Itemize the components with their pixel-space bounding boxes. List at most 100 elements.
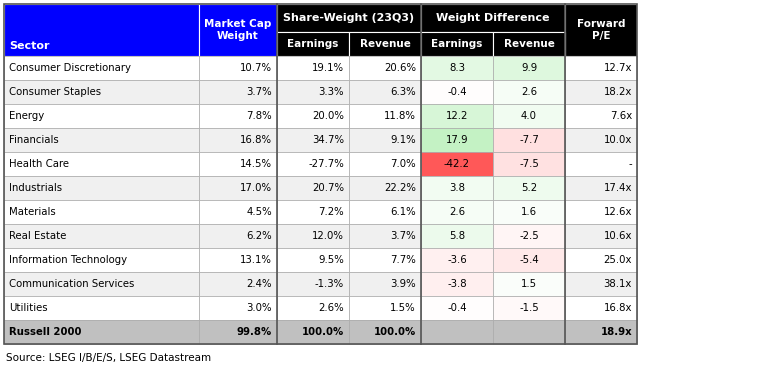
Bar [421,176,493,200]
Text: -3.6: -3.6 [447,255,467,265]
Bar [199,128,277,152]
Text: -1.3%: -1.3% [315,279,344,289]
Bar [565,272,637,296]
Bar [199,176,277,200]
Text: 10.7%: 10.7% [240,63,272,73]
Bar [349,152,421,176]
Bar [4,80,199,104]
Bar [349,56,421,80]
Text: Revenue: Revenue [360,39,410,49]
Bar [277,4,421,32]
Text: 11.8%: 11.8% [384,111,416,121]
Text: Weight Difference: Weight Difference [436,13,550,23]
Bar [4,176,199,200]
Bar [199,224,277,248]
Text: 7.2%: 7.2% [318,207,344,217]
Bar [4,152,199,176]
Bar [199,4,277,56]
Text: 2.6: 2.6 [521,87,537,97]
Bar [493,296,565,320]
Text: 3.3%: 3.3% [318,87,344,97]
Bar [4,320,199,344]
Text: 3.9%: 3.9% [390,279,416,289]
Text: 7.7%: 7.7% [390,255,416,265]
Text: 4.5%: 4.5% [246,207,272,217]
Text: -: - [628,159,632,169]
Bar [421,248,493,272]
Bar [493,56,565,80]
Bar [565,104,637,128]
Text: Materials: Materials [9,207,56,217]
Bar [4,200,199,224]
Text: 7.0%: 7.0% [390,159,416,169]
Text: 99.8%: 99.8% [237,327,272,337]
Bar [4,128,199,152]
Text: 1.5: 1.5 [521,279,537,289]
Text: 2.6: 2.6 [449,207,465,217]
Bar [493,248,565,272]
Text: Communication Services: Communication Services [9,279,134,289]
Text: 8.3: 8.3 [449,63,465,73]
Bar [277,32,349,56]
Bar [349,104,421,128]
Text: 12.0%: 12.0% [312,231,344,241]
Bar [277,152,349,176]
Text: -0.4: -0.4 [447,303,467,313]
Text: 3.0%: 3.0% [246,303,272,313]
Bar [277,224,349,248]
Text: Health Care: Health Care [9,159,69,169]
Bar [277,200,349,224]
Text: 6.1%: 6.1% [390,207,416,217]
Text: 2.4%: 2.4% [246,279,272,289]
Text: 7.6x: 7.6x [610,111,632,121]
Bar [277,296,349,320]
Bar [199,296,277,320]
Bar [421,272,493,296]
Text: 38.1x: 38.1x [604,279,632,289]
Text: -3.8: -3.8 [447,279,467,289]
Text: 17.0%: 17.0% [240,183,272,193]
Bar [565,128,637,152]
Bar [565,248,637,272]
Bar [199,152,277,176]
Text: 9.5%: 9.5% [318,255,344,265]
Text: 14.5%: 14.5% [240,159,272,169]
Bar [277,56,349,80]
Text: Sector: Sector [9,41,50,52]
Bar [421,200,493,224]
Bar [493,104,565,128]
Text: Russell 2000: Russell 2000 [9,327,81,337]
Text: 7.8%: 7.8% [246,111,272,121]
Bar [199,56,277,80]
Text: Energy: Energy [9,111,44,121]
Bar [4,272,199,296]
Bar [565,56,637,80]
Bar [349,272,421,296]
Text: Earnings: Earnings [288,39,339,49]
Text: 4.0: 4.0 [521,111,537,121]
Text: -1.5: -1.5 [519,303,539,313]
Text: Market Cap
Weight: Market Cap Weight [204,19,272,41]
Text: Share-Weight (23Q3): Share-Weight (23Q3) [284,13,414,23]
Bar [421,104,493,128]
Text: 12.6x: 12.6x [604,207,632,217]
Bar [421,128,493,152]
Bar [493,272,565,296]
Bar [4,296,199,320]
Bar [199,200,277,224]
Bar [493,80,565,104]
Bar [565,152,637,176]
Bar [565,176,637,200]
Bar [199,248,277,272]
Text: Financials: Financials [9,135,59,145]
Text: 18.2x: 18.2x [604,87,632,97]
Bar [565,224,637,248]
Text: 12.7x: 12.7x [604,63,632,73]
Bar [4,104,199,128]
Bar [349,200,421,224]
Bar [565,80,637,104]
Bar [199,272,277,296]
Text: 22.2%: 22.2% [384,183,416,193]
Text: 100.0%: 100.0% [374,327,416,337]
Bar [4,248,199,272]
